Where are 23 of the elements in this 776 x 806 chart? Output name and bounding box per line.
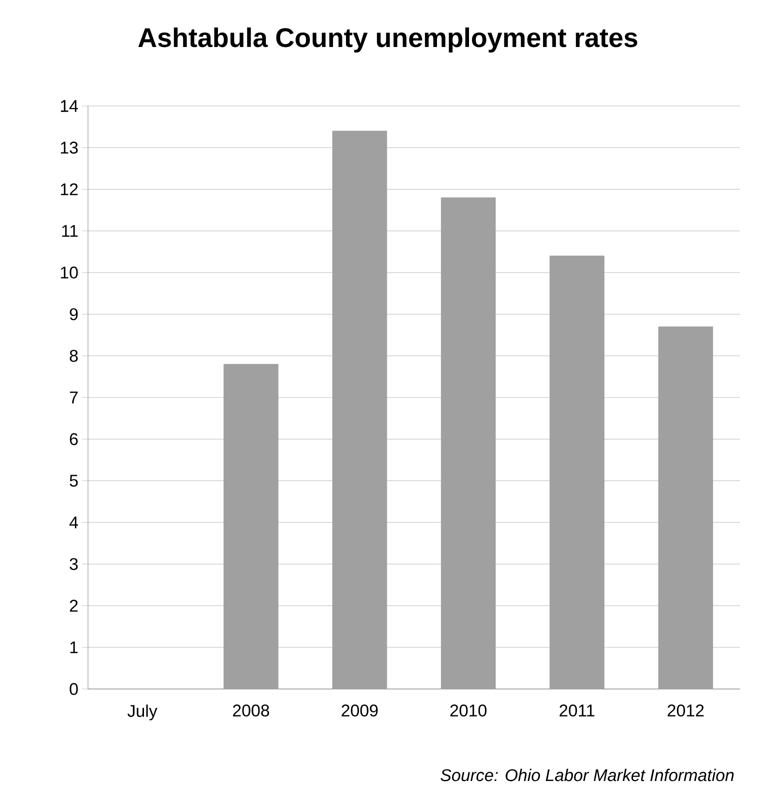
y-tick-label: 0	[70, 682, 78, 695]
x-tick-label: July	[128, 704, 158, 720]
x-tick-label: 2010	[450, 704, 487, 717]
x-tick-label: 2008	[233, 704, 270, 717]
y-tick-label: 3	[70, 558, 78, 570]
y-tick-label: 12	[60, 183, 78, 196]
y-tick-label: 10	[60, 266, 78, 279]
x-tick-label: 2012	[668, 704, 704, 717]
y-tick-label: 14	[60, 100, 78, 112]
text: Source: Ohio Labor Market Information	[440, 768, 734, 782]
y-tick-label: 5	[70, 474, 78, 487]
y-tick-label: 1	[70, 642, 78, 654]
y-tick-label: 4	[69, 516, 78, 528]
y-tick-label: 6	[70, 433, 78, 446]
y-tick-label: 13	[60, 142, 78, 154]
x-tick-label: 2011	[560, 704, 594, 717]
x-tick-label: 2009	[342, 704, 378, 717]
y-tick-label: 2	[70, 600, 78, 612]
chart-title: Ashtabula County unemployment rates	[138, 27, 638, 53]
y-tick-label: 11	[62, 225, 78, 237]
y-tick-label: 9	[70, 308, 78, 320]
y-tick-label: 8	[70, 350, 78, 362]
y-tick-label: 7	[70, 392, 78, 404]
